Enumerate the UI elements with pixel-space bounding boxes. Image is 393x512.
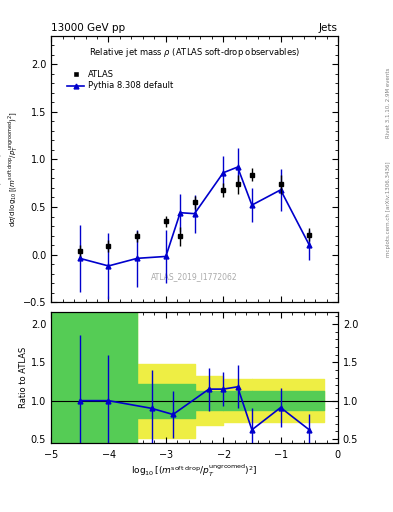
Y-axis label: Ratio to ATLAS: Ratio to ATLAS — [19, 347, 28, 408]
Text: mcplots.cern.ch [arXiv:1306.3436]: mcplots.cern.ch [arXiv:1306.3436] — [386, 161, 391, 257]
Text: Rivet 3.1.10, 2.9M events: Rivet 3.1.10, 2.9M events — [386, 67, 391, 138]
Text: Relative jet mass $\rho$ (ATLAS soft-drop observables): Relative jet mass $\rho$ (ATLAS soft-dro… — [89, 47, 300, 59]
Text: Jets: Jets — [319, 23, 338, 33]
Text: 13000 GeV pp: 13000 GeV pp — [51, 23, 125, 33]
X-axis label: $\log_{10}[(m^{\mathrm{soft\ drop}}/p_T^{\mathrm{ungroomed}})^2]$: $\log_{10}[(m^{\mathrm{soft\ drop}}/p_T^… — [131, 462, 258, 479]
Text: ATLAS_2019_I1772062: ATLAS_2019_I1772062 — [151, 272, 238, 281]
Y-axis label: $(1/\sigma_\mathrm{resum})$
$\mathrm{d}\sigma/\mathrm{d}\,\log_{10}[(m^\mathrm{s: $(1/\sigma_\mathrm{resum})$ $\mathrm{d}\… — [0, 111, 20, 227]
Legend: ATLAS, Pythia 8.308 default: ATLAS, Pythia 8.308 default — [64, 67, 176, 94]
